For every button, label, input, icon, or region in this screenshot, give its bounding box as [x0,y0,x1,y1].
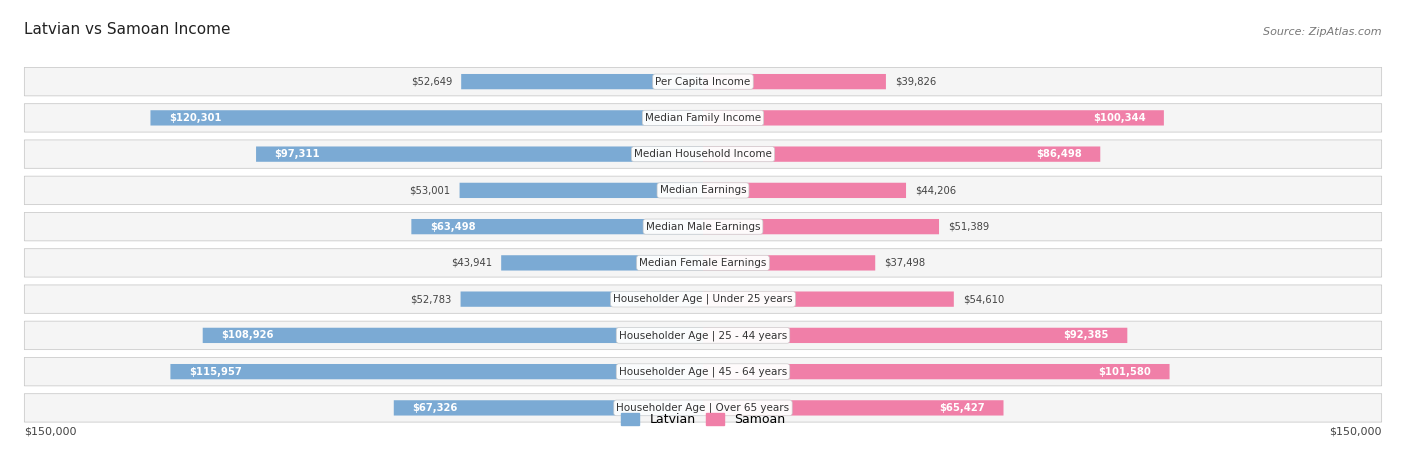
Text: $101,580: $101,580 [1098,367,1152,377]
Text: $97,311: $97,311 [274,149,321,159]
Text: $86,498: $86,498 [1036,149,1081,159]
FancyBboxPatch shape [703,110,1164,126]
Text: $67,326: $67,326 [412,403,457,413]
Text: $63,498: $63,498 [430,222,475,232]
FancyBboxPatch shape [256,147,703,162]
FancyBboxPatch shape [703,291,953,307]
Text: $44,206: $44,206 [915,185,956,195]
Text: Per Capita Income: Per Capita Income [655,77,751,87]
FancyBboxPatch shape [703,328,1128,343]
FancyBboxPatch shape [24,140,1382,168]
FancyBboxPatch shape [461,74,703,89]
Text: Householder Age | Over 65 years: Householder Age | Over 65 years [616,403,790,413]
FancyBboxPatch shape [24,176,1382,205]
FancyBboxPatch shape [703,255,875,270]
Text: $52,783: $52,783 [411,294,451,304]
Text: $51,389: $51,389 [948,222,990,232]
FancyBboxPatch shape [24,321,1382,350]
Text: $65,427: $65,427 [939,403,986,413]
FancyBboxPatch shape [202,328,703,343]
FancyBboxPatch shape [24,104,1382,132]
FancyBboxPatch shape [703,183,905,198]
Text: $115,957: $115,957 [188,367,242,377]
Text: Median Female Earnings: Median Female Earnings [640,258,766,268]
FancyBboxPatch shape [703,74,886,89]
FancyBboxPatch shape [412,219,703,234]
FancyBboxPatch shape [170,364,703,379]
Text: Median Male Earnings: Median Male Earnings [645,222,761,232]
FancyBboxPatch shape [703,147,1101,162]
Text: $108,926: $108,926 [221,330,274,340]
FancyBboxPatch shape [703,219,939,234]
Text: Median Household Income: Median Household Income [634,149,772,159]
Text: $52,649: $52,649 [411,77,451,87]
Text: $92,385: $92,385 [1063,330,1109,340]
FancyBboxPatch shape [24,285,1382,313]
FancyBboxPatch shape [24,248,1382,277]
FancyBboxPatch shape [24,394,1382,422]
Text: Householder Age | Under 25 years: Householder Age | Under 25 years [613,294,793,304]
Text: Source: ZipAtlas.com: Source: ZipAtlas.com [1263,28,1382,37]
FancyBboxPatch shape [703,364,1170,379]
FancyBboxPatch shape [24,212,1382,241]
Legend: Latvian, Samoan: Latvian, Samoan [616,408,790,432]
FancyBboxPatch shape [150,110,703,126]
Text: Median Earnings: Median Earnings [659,185,747,195]
Text: $54,610: $54,610 [963,294,1004,304]
Text: Householder Age | 45 - 64 years: Householder Age | 45 - 64 years [619,367,787,377]
Text: $39,826: $39,826 [896,77,936,87]
FancyBboxPatch shape [24,67,1382,96]
FancyBboxPatch shape [461,291,703,307]
Text: $100,344: $100,344 [1092,113,1146,123]
Text: $37,498: $37,498 [884,258,925,268]
Text: $43,941: $43,941 [451,258,492,268]
FancyBboxPatch shape [703,400,1004,416]
FancyBboxPatch shape [460,183,703,198]
Text: $120,301: $120,301 [169,113,221,123]
Text: Median Family Income: Median Family Income [645,113,761,123]
Text: $53,001: $53,001 [409,185,450,195]
Text: Householder Age | 25 - 44 years: Householder Age | 25 - 44 years [619,330,787,340]
Text: Latvian vs Samoan Income: Latvian vs Samoan Income [24,22,231,37]
FancyBboxPatch shape [394,400,703,416]
Text: $150,000: $150,000 [1329,427,1382,437]
FancyBboxPatch shape [501,255,703,270]
FancyBboxPatch shape [24,357,1382,386]
Text: $150,000: $150,000 [24,427,77,437]
